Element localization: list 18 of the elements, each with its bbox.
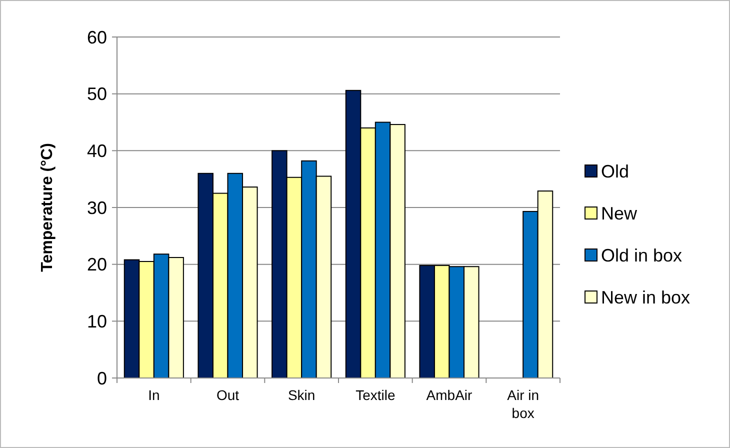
legend-label: Old — [601, 161, 630, 182]
y-tick-label: 30 — [86, 198, 107, 218]
x-tick-label: Textile — [356, 387, 396, 403]
x-tick-label: AmbAir — [426, 387, 473, 403]
legend-label: New — [601, 203, 638, 224]
y-tick-label: 40 — [86, 140, 107, 161]
y-tick-label: 10 — [86, 311, 107, 332]
x-tick-label: Air in box — [507, 387, 540, 421]
y-tick-label: 50 — [86, 84, 107, 104]
x-tick-label: In — [148, 387, 160, 403]
y-tick-label: 60 — [86, 27, 107, 48]
x-tick-label: Skin — [288, 387, 316, 403]
legend-label: New in box — [601, 287, 690, 308]
y-tick-label: 20 — [86, 254, 107, 275]
y-tick-label: 0 — [96, 368, 107, 388]
x-tick-label: Out — [216, 387, 240, 403]
y-axis-title: Temperature (°C) — [39, 143, 56, 272]
legend-label: Old in box — [601, 245, 682, 266]
